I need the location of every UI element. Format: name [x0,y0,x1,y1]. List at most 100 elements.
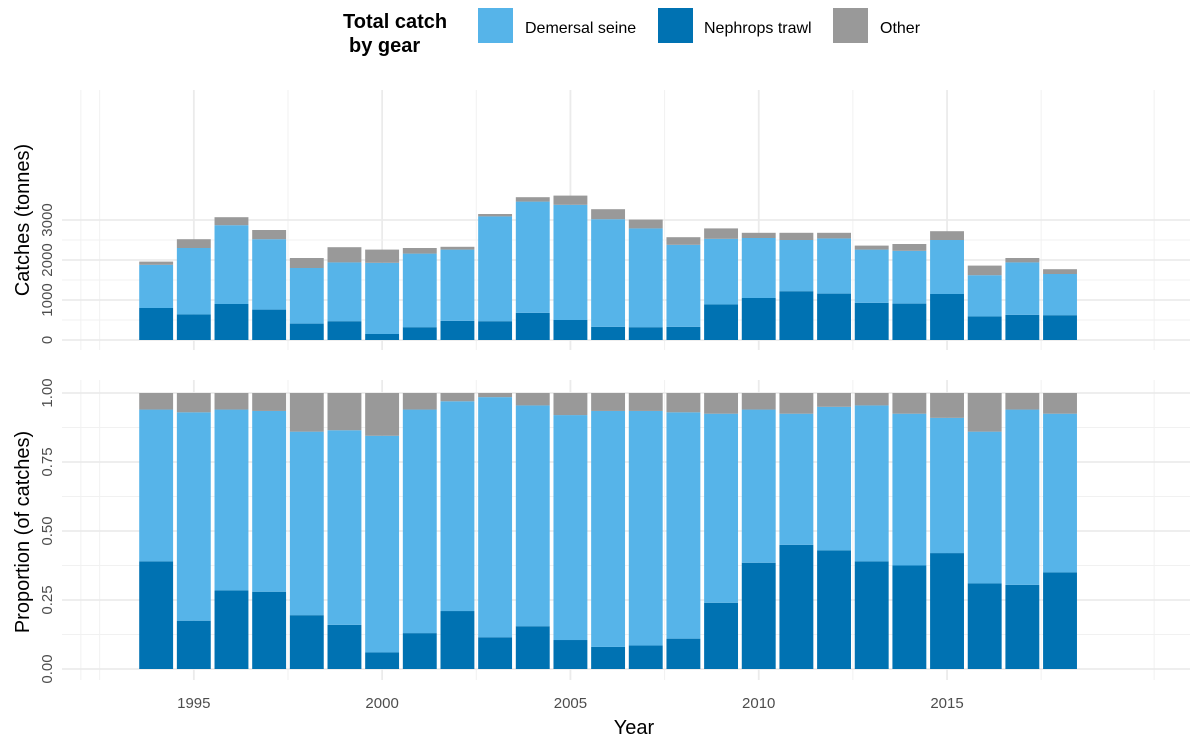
bar-proportion-demersal-seine-2006 [591,410,626,647]
bar-catches-demersal-seine-1996 [214,225,249,304]
bar-catches-other-2010 [741,232,776,238]
bar-catches-demersal-seine-2017 [1005,262,1040,315]
bar-proportion-other-2011 [779,393,814,414]
bar-catches-other-2018 [1043,269,1077,274]
bar-proportion-nephrops-trawl-2004 [515,626,550,669]
bar-catches-demersal-seine-2015 [930,240,964,294]
bar-proportion-nephrops-trawl-1996 [214,590,249,669]
bar-proportion-other-1994 [139,393,174,410]
bar-proportion-nephrops-trawl-2018 [1043,572,1077,669]
bar-catches-other-2003 [478,214,513,217]
bar-catches-other-2004 [515,197,550,202]
bar-proportion-demersal-seine-2016 [967,431,1002,584]
x-tick-label: 1995 [177,695,210,712]
bar-catches-nephrops-trawl-1995 [176,314,211,340]
bar-catches-nephrops-trawl-2001 [402,327,437,340]
bar-proportion-other-2017 [1005,393,1040,410]
bar-proportion-nephrops-trawl-2006 [591,646,626,669]
bar-catches-demersal-seine-2012 [817,238,851,294]
y-tick-label: 1000 [39,283,56,316]
bar-proportion-demersal-seine-2009 [704,413,739,603]
bar-catches-demersal-seine-2016 [967,275,1002,317]
bar-catches-other-2008 [666,237,701,245]
bar-catches-demersal-seine-1994 [139,264,174,308]
bar-catches-nephrops-trawl-2003 [478,321,513,340]
bar-proportion-demersal-seine-2012 [817,406,851,551]
bar-catches-nephrops-trawl-2011 [779,291,814,340]
bar-catches-nephrops-trawl-2006 [591,326,626,340]
bar-proportion-demersal-seine-1997 [252,410,287,592]
bar-proportion-nephrops-trawl-2009 [704,602,739,669]
bar-catches-nephrops-trawl-1998 [289,323,324,340]
bar-proportion-other-2006 [591,393,626,411]
bar-catches-nephrops-trawl-1997 [252,309,287,340]
bar-proportion-nephrops-trawl-2012 [817,550,851,669]
bar-proportion-nephrops-trawl-2013 [854,561,889,669]
bar-proportion-nephrops-trawl-1994 [139,561,174,669]
y-tick-label: 0 [39,336,56,344]
y-tick-label: 3000 [39,203,56,236]
bar-proportion-other-2001 [402,393,437,410]
bar-proportion-demersal-seine-2001 [402,409,437,634]
bar-catches-other-2009 [704,228,739,239]
bar-proportion-demersal-seine-2014 [892,413,927,566]
bar-catches-other-1996 [214,217,249,226]
bar-catches-demersal-seine-2018 [1043,274,1077,316]
bar-proportion-other-2003 [478,393,513,398]
y-tick-label: 1.00 [39,378,56,407]
bar-proportion-nephrops-trawl-2008 [666,638,701,669]
bar-proportion-nephrops-trawl-2014 [892,565,927,669]
bar-proportion-other-2008 [666,393,701,413]
bar-catches-nephrops-trawl-2007 [628,327,663,340]
legend-swatch-demersal-seine [478,8,513,43]
bar-proportion-other-2000 [365,393,400,436]
bar-proportion-nephrops-trawl-1999 [327,624,362,669]
bar-proportion-nephrops-trawl-2003 [478,637,513,669]
bar-proportion-demersal-seine-2000 [365,435,400,653]
catches-panel: 0 1000 2000 3000 [39,90,1190,350]
bar-proportion-demersal-seine-1996 [214,409,249,591]
bar-catches-nephrops-trawl-2009 [704,304,739,340]
bar-catches-other-2016 [967,265,1002,276]
proportion-panel: 0.00 0.25 0.50 0.75 1.00 1995 2000 2005 2010 2015 [39,378,1190,712]
bar-catches-nephrops-trawl-2018 [1043,315,1077,340]
bar-proportion-nephrops-trawl-2015 [930,553,964,669]
bar-catches-demersal-seine-1999 [327,262,362,322]
bar-proportion-nephrops-trawl-2010 [741,562,776,669]
bar-catches-demersal-seine-2014 [892,250,927,304]
bar-proportion-other-2016 [967,393,1002,432]
bar-proportion-other-2010 [741,393,776,410]
bar-catches-other-1994 [139,261,174,265]
bar-catches-demersal-seine-2008 [666,244,701,327]
bar-catches-demersal-seine-2011 [779,240,814,292]
y-tick-label: 2000 [39,243,56,276]
bar-catches-demersal-seine-2010 [741,238,776,298]
y-tick-label: 0.75 [39,447,56,476]
bar-catches-other-2000 [365,249,400,263]
bar-catches-other-2017 [1005,258,1040,263]
bar-catches-demersal-seine-2004 [515,201,550,313]
bar-proportion-demersal-seine-2017 [1005,409,1040,585]
bar-proportion-nephrops-trawl-2016 [967,583,1002,669]
bar-catches-nephrops-trawl-2010 [741,298,776,340]
y-tick-label: 0.00 [39,654,56,683]
bar-proportion-other-2014 [892,393,927,414]
bar-proportion-nephrops-trawl-2000 [365,652,400,669]
bar-catches-nephrops-trawl-2014 [892,303,927,340]
y-axis-title-proportion: Proportion (of catches) [12,431,34,633]
bar-catches-demersal-seine-2006 [591,219,626,327]
bar-proportion-demersal-seine-2003 [478,397,513,638]
bar-catches-nephrops-trawl-1999 [327,321,362,340]
bar-proportion-demersal-seine-1998 [289,431,324,616]
bar-proportion-other-1998 [289,393,324,432]
bar-proportion-demersal-seine-2018 [1043,413,1077,573]
bar-proportion-other-2005 [553,393,588,416]
bar-proportion-other-2012 [817,393,851,407]
bar-catches-nephrops-trawl-2008 [666,326,701,340]
bar-catches-demersal-seine-1998 [289,268,324,324]
bar-catches-demersal-seine-2005 [553,204,588,320]
bar-catches-nephrops-trawl-2005 [553,320,588,340]
bar-catches-nephrops-trawl-2015 [930,294,964,340]
bar-catches-demersal-seine-2013 [854,249,889,303]
